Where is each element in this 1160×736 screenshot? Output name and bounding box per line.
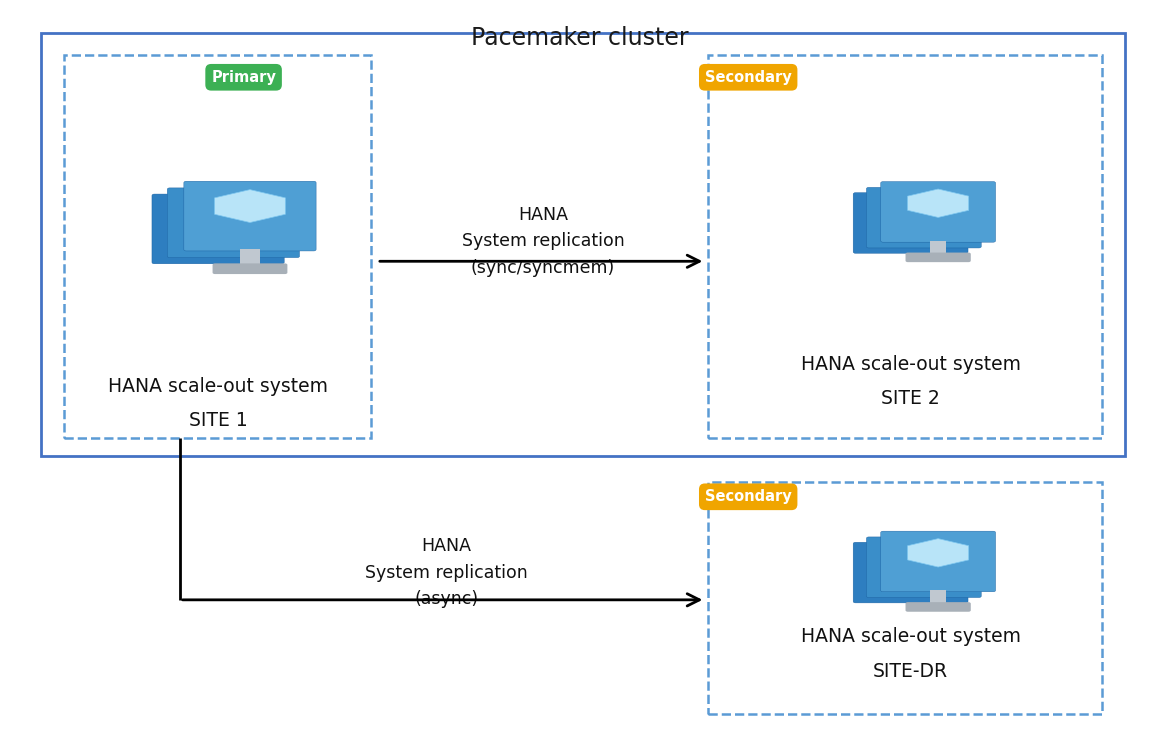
Bar [708, 55, 1102, 438]
Bar [41, 33, 1125, 456]
Text: Pacemaker cluster: Pacemaker cluster [471, 26, 689, 50]
FancyBboxPatch shape [906, 252, 971, 262]
Bar [240, 250, 260, 265]
Text: SITE 1: SITE 1 [189, 411, 247, 431]
FancyBboxPatch shape [183, 181, 316, 251]
Text: SITE-DR: SITE-DR [873, 662, 948, 681]
FancyBboxPatch shape [867, 537, 981, 598]
Text: Primary: Primary [211, 70, 276, 85]
FancyBboxPatch shape [152, 194, 284, 263]
Text: Secondary: Secondary [705, 70, 791, 85]
FancyBboxPatch shape [854, 193, 967, 253]
Text: HANA
System replication
(sync/syncmem): HANA System replication (sync/syncmem) [462, 206, 624, 277]
Bar [64, 55, 371, 438]
Bar [930, 590, 947, 604]
FancyBboxPatch shape [880, 531, 995, 592]
Polygon shape [907, 539, 969, 567]
FancyBboxPatch shape [167, 188, 299, 258]
Polygon shape [907, 189, 969, 217]
FancyBboxPatch shape [867, 188, 981, 248]
FancyBboxPatch shape [906, 602, 971, 612]
Bar [708, 482, 1102, 714]
Text: HANA scale-out system: HANA scale-out system [800, 627, 1021, 646]
Text: HANA scale-out system: HANA scale-out system [800, 355, 1021, 374]
Text: HANA
System replication
(async): HANA System replication (async) [365, 537, 528, 608]
Text: SITE 2: SITE 2 [882, 389, 940, 408]
Text: Secondary: Secondary [705, 489, 791, 504]
FancyBboxPatch shape [212, 263, 288, 274]
Text: HANA scale-out system: HANA scale-out system [108, 377, 328, 396]
FancyBboxPatch shape [880, 182, 995, 242]
Polygon shape [215, 190, 285, 222]
FancyBboxPatch shape [854, 542, 967, 603]
Bar [930, 241, 947, 254]
